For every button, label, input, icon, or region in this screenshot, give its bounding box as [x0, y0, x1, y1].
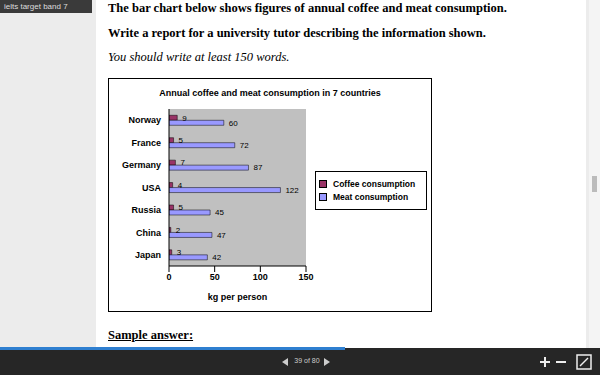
html-text:The bar chart below shows figu: The bar chart below shows figures of ann…: [108, 1, 507, 15]
svg-text:USA: USA: [142, 183, 162, 193]
svg-text:2: 2: [176, 226, 181, 235]
svg-text:China: China: [136, 228, 162, 238]
html-text:Coffee consumption: Coffee consumption: [333, 179, 416, 189]
svg-text:5: 5: [179, 136, 184, 145]
svg-text:50: 50: [210, 272, 220, 282]
svg-text:7: 7: [180, 158, 185, 167]
svg-text:Japan: Japan: [135, 250, 161, 260]
svg-text:47: 47: [217, 231, 226, 240]
html-text:ielts target band 7: ielts target band 7: [4, 2, 68, 11]
svg-text:Russia: Russia: [131, 205, 162, 215]
svg-text:42: 42: [212, 253, 221, 262]
svg-text:87: 87: [253, 163, 262, 172]
svg-text:72: 72: [240, 141, 249, 150]
svg-text:Norway: Norway: [128, 115, 161, 125]
svg-text:France: France: [131, 138, 161, 148]
svg-text:122: 122: [285, 186, 299, 195]
svg-text:5: 5: [179, 203, 184, 212]
svg-text:Germany: Germany: [122, 160, 161, 170]
html-text:Write a report for a universit: Write a report for a university tutor de…: [108, 26, 486, 40]
svg-text:45: 45: [215, 208, 224, 217]
svg-text:100: 100: [253, 272, 268, 282]
svg-text:150: 150: [298, 272, 313, 282]
html-text:Sample answer:: Sample answer:: [108, 328, 194, 342]
html-text:Annual coffee and meat consump: Annual coffee and meat consumption in 7 …: [159, 88, 381, 98]
svg-text:0: 0: [166, 272, 171, 282]
html-text:39 of 80: 39 of 80: [294, 357, 320, 364]
svg-text:4: 4: [178, 181, 183, 190]
svg-text:3: 3: [177, 248, 182, 257]
svg-text:60: 60: [229, 119, 238, 128]
html-text:You should write at least 150: You should write at least 150 words.: [108, 50, 290, 64]
svg-text:kg per person: kg per person: [208, 292, 268, 302]
html-text:Meat consumption: Meat consumption: [333, 192, 409, 202]
svg-text:9: 9: [182, 114, 187, 123]
